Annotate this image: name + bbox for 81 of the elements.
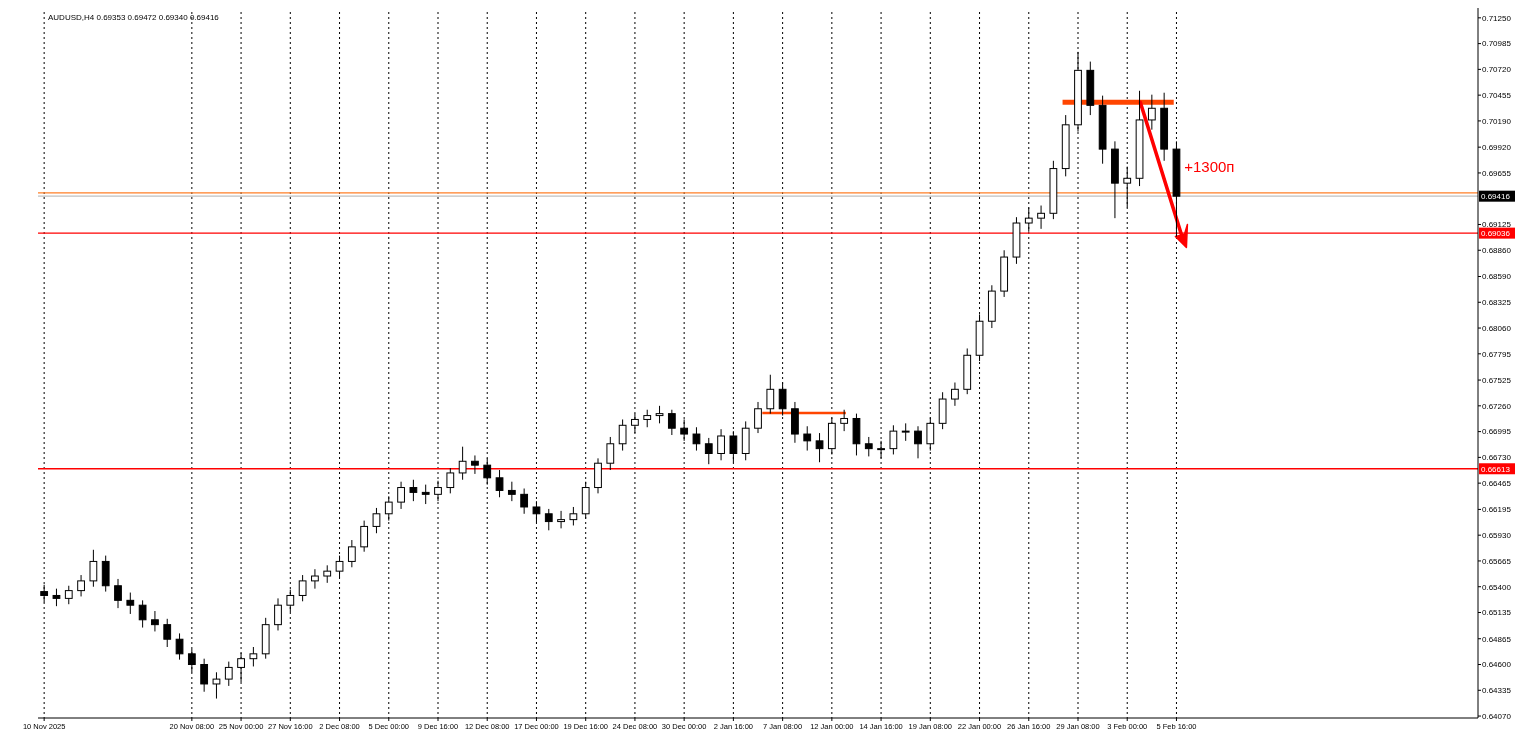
y-tick-label: 0.66465 bbox=[1482, 478, 1512, 488]
y-tick-label: 0.69125 bbox=[1482, 220, 1512, 230]
y-tick-label: 0.65400 bbox=[1482, 582, 1512, 592]
candlestick bbox=[606, 436, 615, 471]
candlestick bbox=[372, 507, 381, 534]
candlestick bbox=[520, 488, 529, 515]
candlestick bbox=[298, 574, 307, 602]
y-tick-label: 0.65930 bbox=[1482, 530, 1512, 540]
candlestick bbox=[618, 418, 627, 452]
candlestick bbox=[507, 481, 516, 502]
y-tick-label: 0.65135 bbox=[1482, 608, 1512, 618]
y-tick-label: 0.66195 bbox=[1482, 505, 1512, 515]
y-tick-label: 0.67795 bbox=[1482, 349, 1512, 359]
y-tick-label: 0.68860 bbox=[1482, 246, 1512, 256]
candlestick bbox=[360, 520, 369, 553]
chart-title: AUDUSD,H4 0.69353 0.69472 0.69340 0.69416 bbox=[48, 13, 220, 22]
y-tick-label: 0.68590 bbox=[1482, 272, 1512, 282]
ref-line-label: 0.69416 bbox=[1481, 191, 1511, 201]
y-tick-label: 0.64335 bbox=[1482, 686, 1512, 696]
candlestick bbox=[274, 597, 282, 631]
y-tick-label: 0.70720 bbox=[1482, 65, 1512, 75]
candlestick bbox=[803, 425, 812, 452]
y-tick-label: 0.70190 bbox=[1482, 116, 1512, 126]
candlestick bbox=[175, 632, 184, 661]
candlestick bbox=[766, 374, 775, 415]
y-tick-label: 0.67525 bbox=[1482, 375, 1512, 385]
candlestick bbox=[1037, 205, 1045, 230]
y-tick-label: 0.70455 bbox=[1482, 90, 1512, 100]
candlestick bbox=[704, 437, 713, 465]
candlestick bbox=[1147, 94, 1156, 131]
y-tick-label: 0.64865 bbox=[1482, 634, 1512, 644]
candlestick bbox=[557, 510, 565, 529]
candlestick bbox=[224, 661, 233, 687]
candlestick bbox=[692, 426, 701, 452]
candlestick bbox=[421, 484, 430, 505]
candlestick bbox=[471, 454, 479, 475]
candlestick bbox=[77, 574, 85, 597]
candlestick bbox=[114, 578, 122, 609]
y-tick-label: 0.64070 bbox=[1482, 711, 1512, 721]
candlestick bbox=[163, 618, 172, 648]
candlestick bbox=[311, 568, 319, 590]
candlestick bbox=[1024, 206, 1033, 233]
y-tick-label: 0.65665 bbox=[1482, 556, 1512, 566]
candlestick bbox=[126, 592, 135, 615]
y-tick-label: 0.66995 bbox=[1482, 427, 1512, 437]
y-tick-label: 0.70985 bbox=[1482, 39, 1512, 49]
candlestick bbox=[446, 467, 455, 494]
y-tick-label: 0.68060 bbox=[1482, 323, 1512, 333]
candlestick bbox=[64, 585, 73, 605]
annotation: +1300п bbox=[1184, 157, 1235, 175]
candlestick bbox=[815, 432, 824, 463]
candlestick bbox=[544, 508, 553, 531]
ref-line-label: 0.66613 bbox=[1481, 464, 1511, 474]
candlestick bbox=[212, 671, 221, 700]
candlestick bbox=[754, 401, 762, 434]
candlestick bbox=[889, 424, 898, 455]
candlestick bbox=[951, 382, 959, 407]
y-tick-label: 0.66730 bbox=[1482, 453, 1512, 463]
candlestick bbox=[89, 549, 98, 588]
y-tick-label: 0.68325 bbox=[1482, 298, 1512, 308]
candlestick bbox=[138, 599, 147, 629]
y-tick-label: 0.71250 bbox=[1482, 13, 1512, 23]
candlestick bbox=[840, 409, 849, 432]
candlestick bbox=[864, 436, 873, 457]
candlestick bbox=[914, 425, 922, 459]
candlestick bbox=[569, 506, 578, 526]
candlestick bbox=[458, 446, 467, 481]
y-tick-label: 0.67260 bbox=[1482, 401, 1512, 411]
candlestick bbox=[397, 481, 405, 510]
candlestick bbox=[495, 469, 504, 498]
y-tick-label: 0.64600 bbox=[1482, 660, 1512, 670]
candlestick bbox=[347, 539, 356, 568]
candlestick bbox=[249, 646, 258, 667]
candlestick bbox=[200, 658, 209, 693]
candlestick bbox=[151, 610, 159, 632]
ref-line-label: 0.69036 bbox=[1481, 228, 1511, 238]
candlestick bbox=[409, 479, 418, 502]
candlestick bbox=[717, 428, 725, 461]
candlestick bbox=[667, 409, 676, 436]
y-tick-label: 0.69920 bbox=[1482, 142, 1512, 152]
y-tick-label: 0.69655 bbox=[1482, 168, 1512, 178]
